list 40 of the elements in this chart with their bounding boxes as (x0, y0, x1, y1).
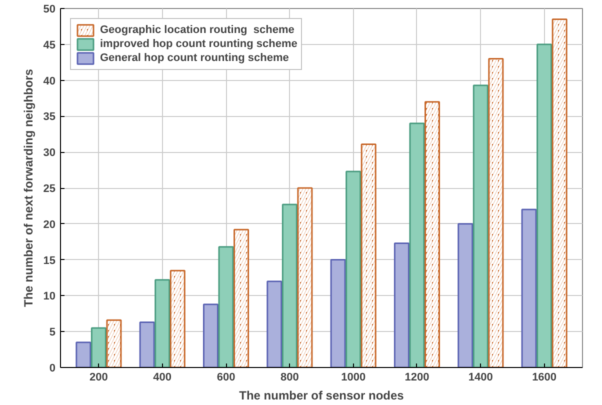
x-tick-label: 400 (153, 372, 172, 384)
x-tick-label: 1400 (468, 372, 493, 384)
y-tick-label: 45 (43, 39, 56, 52)
y-tick-label: 0 (49, 362, 56, 374)
legend-label: Geographic location routing scheme (100, 23, 294, 37)
bar (218, 246, 234, 368)
x-tick-label: 1000 (341, 372, 366, 384)
bar (282, 204, 298, 368)
legend-label: improved hop count rounting scheme (100, 37, 298, 51)
bar (346, 170, 362, 368)
bar (330, 259, 346, 368)
bar (409, 122, 425, 368)
y-tick-label: 5 (49, 326, 56, 339)
y-tick-label: 40 (43, 75, 56, 88)
bar (90, 327, 106, 368)
bar (154, 279, 170, 368)
bar (472, 84, 488, 368)
bar (458, 223, 474, 368)
y-tick-label: 35 (43, 111, 56, 124)
legend-label: General hop count rounting scheme (100, 51, 289, 65)
x-tick-label: 1200 (404, 372, 430, 384)
y-tick-label: 30 (43, 147, 56, 160)
bar (521, 208, 537, 368)
x-axis-title: The number of sensor nodes (239, 388, 404, 402)
y-tick-label: 10 (43, 290, 56, 303)
bar (76, 342, 92, 368)
x-tick-label: 200 (90, 372, 108, 384)
y-tick-label: 20 (43, 218, 56, 231)
bar (536, 44, 552, 368)
y-tick-label: 15 (43, 254, 56, 267)
x-tick-label: 600 (216, 372, 236, 384)
y-axis-title: The number of next forwarding neighbors (21, 68, 36, 308)
bar (139, 322, 155, 368)
bar (202, 304, 218, 368)
bar (266, 280, 282, 368)
bar (394, 242, 410, 368)
x-tick-label: 1600 (532, 372, 557, 384)
y-tick-label: 50 (43, 4, 56, 16)
y-tick-label: 25 (43, 183, 56, 195)
x-tick-label: 800 (280, 372, 299, 384)
